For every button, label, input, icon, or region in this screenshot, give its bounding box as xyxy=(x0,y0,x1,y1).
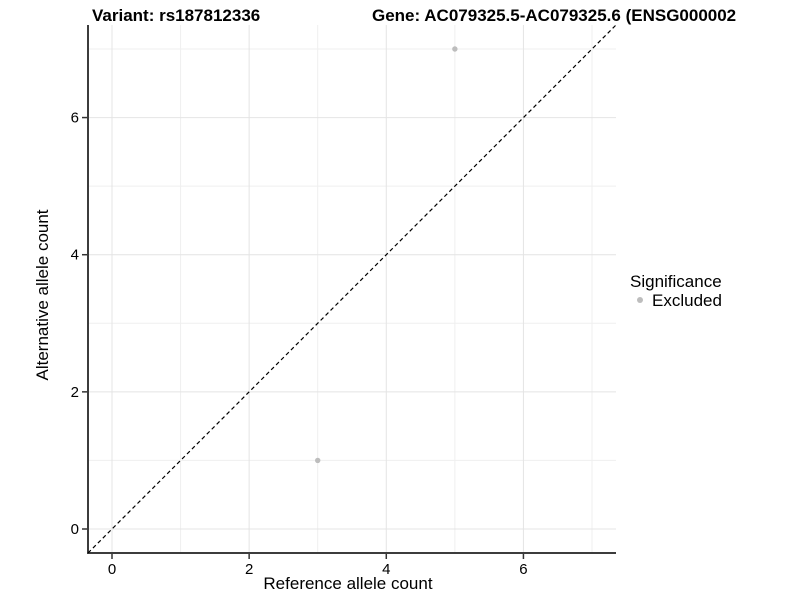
plot-title-variant: Variant: rs187812336 xyxy=(92,6,260,25)
tick-marks xyxy=(82,116,525,559)
y-tick-label: 6 xyxy=(71,110,79,127)
legend-title: Significance xyxy=(630,272,722,291)
data-point xyxy=(452,46,458,52)
x-tick-label: 4 xyxy=(382,561,390,578)
legend-key-point-icon xyxy=(637,297,643,303)
y-tick-label: 0 xyxy=(71,521,79,538)
x-tick-label: 6 xyxy=(519,561,527,578)
legend-label-excluded: Excluded xyxy=(652,291,722,310)
y-tick-labels: 0 2 4 6 xyxy=(71,110,79,538)
axis-lines xyxy=(87,25,616,554)
data-points xyxy=(315,46,458,464)
gridlines xyxy=(88,25,616,553)
y-tick-label: 4 xyxy=(71,247,79,264)
data-point xyxy=(315,457,321,464)
x-tick-label: 2 xyxy=(245,561,253,578)
y-tick-label: 2 xyxy=(71,384,79,401)
identity-dashed-line xyxy=(87,24,617,554)
x-tick-label: 0 xyxy=(108,561,116,578)
x-tick-labels: 0 2 4 6 xyxy=(108,561,528,578)
legend: Significance Excluded xyxy=(630,272,722,310)
x-axis-title: Reference allele count xyxy=(263,574,432,593)
plot-title-gene: Gene: AC079325.5-AC079325.6 (ENSG000002 xyxy=(372,6,736,25)
y-axis-title: Alternative allele count xyxy=(33,209,52,380)
